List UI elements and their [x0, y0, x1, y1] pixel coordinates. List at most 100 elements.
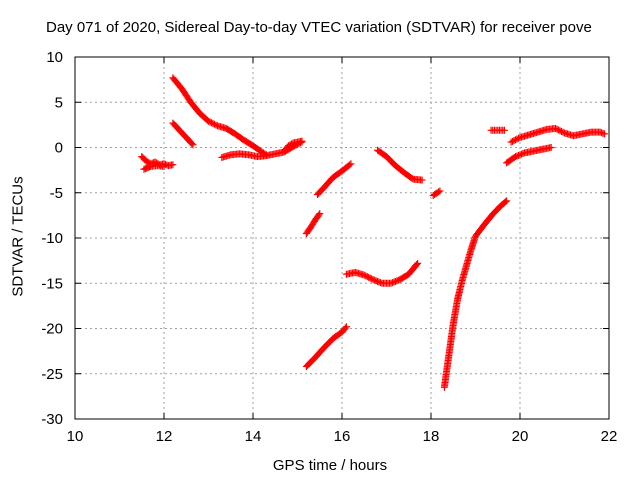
data-point-marker	[368, 275, 376, 283]
x-tick-label: 10	[67, 428, 84, 445]
y-tick-label: -30	[41, 411, 63, 428]
data-point-marker	[391, 277, 399, 285]
data-point-marker	[510, 137, 518, 145]
data-point-marker	[188, 140, 196, 148]
data-point-marker	[435, 188, 443, 196]
x-tick-label: 18	[423, 428, 440, 445]
data-point-marker	[189, 141, 197, 149]
data-point-marker	[374, 277, 382, 285]
data-point-marker	[377, 279, 385, 287]
data-point-marker	[365, 273, 373, 281]
data-point-marker	[360, 271, 368, 279]
data-point-marker	[601, 130, 609, 138]
data-point-marker	[316, 210, 324, 218]
data-point-marker	[372, 277, 380, 285]
series-4	[169, 119, 197, 149]
x-tick-label: 12	[156, 428, 173, 445]
series-6	[280, 137, 306, 155]
data-point-marker	[413, 261, 421, 269]
data-point-marker	[160, 163, 168, 171]
series-15	[503, 144, 555, 167]
data-point-marker	[169, 161, 177, 169]
data-point-marker	[210, 120, 218, 128]
data-point-marker	[512, 153, 520, 161]
x-axis-label: GPS time / hours	[272, 457, 388, 474]
series-7	[302, 210, 324, 237]
series-2	[140, 162, 168, 173]
series-5	[218, 138, 306, 161]
series-13	[440, 197, 511, 391]
grid-lines	[75, 57, 609, 419]
chart-title: Day 071 of 2020, Sidereal Day-to-day VTE…	[46, 19, 592, 36]
series-8	[314, 160, 355, 199]
data-point-marker	[553, 125, 561, 133]
plot-frame	[74, 56, 610, 420]
y-tick-label: -20	[41, 321, 63, 338]
series-16	[507, 124, 609, 146]
data-point-marker	[369, 276, 377, 284]
y-tick-label: -10	[41, 230, 63, 247]
data-point-marker	[598, 129, 606, 137]
data-point-marker	[347, 160, 355, 168]
data-point-marker	[366, 274, 374, 282]
y-tick-label: 10	[46, 49, 63, 66]
data-point-marker	[512, 136, 520, 144]
data-point-marker	[418, 176, 426, 184]
x-tick-label: 16	[334, 428, 351, 445]
y-tick-label: 0	[55, 140, 63, 157]
data-point-marker	[388, 279, 396, 287]
data-point-marker	[371, 276, 379, 284]
data-point-marker	[502, 198, 510, 206]
data-point-marker	[552, 124, 560, 132]
data-point-marker	[555, 126, 563, 134]
data-point-marker	[209, 120, 217, 128]
data-point-marker	[362, 272, 370, 280]
data-point-marker	[515, 134, 523, 142]
y-tick-label: 5	[55, 94, 63, 111]
x-tick-label: 20	[512, 428, 529, 445]
x-tick-label: 14	[245, 428, 262, 445]
series-11	[374, 146, 426, 184]
y-tick-label: -25	[41, 366, 63, 383]
data-point-marker	[509, 137, 517, 145]
data-point-marker	[559, 128, 567, 136]
data-point-marker	[513, 152, 521, 160]
data-point-marker	[341, 324, 349, 332]
data-point-marker	[556, 127, 564, 135]
series-12	[429, 187, 444, 199]
x-tick-label: 22	[601, 428, 618, 445]
y-tick-label: -15	[41, 275, 63, 292]
data-point-marker	[346, 161, 354, 169]
data-point-marker	[599, 129, 607, 137]
data-point-marker	[517, 150, 525, 158]
data-point-marker	[547, 144, 555, 151]
axis-ticks: 10 12 14 16 18 20 22 -30 -25 -20 -15 -10 -5 0 5 10	[41, 49, 617, 445]
data-point-marker	[206, 118, 214, 126]
data-point-marker	[558, 128, 566, 136]
data-point-marker	[375, 278, 383, 286]
data-point-marker	[342, 323, 350, 331]
data-point-marker	[507, 138, 515, 146]
series-9	[302, 323, 350, 371]
data-point-marker	[205, 117, 212, 125]
data-point-marker	[500, 126, 508, 134]
data-marks	[138, 74, 609, 391]
data-point-marker	[298, 137, 306, 145]
y-tick-label: -5	[50, 185, 63, 202]
data-point-marker	[315, 211, 323, 219]
data-point-marker	[212, 121, 220, 129]
data-point-marker	[363, 273, 371, 281]
data-point-marker	[207, 119, 215, 127]
series-14	[487, 126, 508, 134]
data-point-marker	[516, 151, 524, 159]
data-point-marker	[387, 279, 395, 287]
data-point-marker	[436, 187, 444, 195]
data-point-marker	[503, 197, 511, 205]
data-point-marker	[390, 278, 398, 286]
data-point-marker	[596, 128, 604, 136]
data-point-marker	[519, 150, 527, 158]
data-point-marker	[414, 259, 422, 267]
series-10	[342, 259, 422, 287]
data-point-marker	[393, 277, 401, 285]
